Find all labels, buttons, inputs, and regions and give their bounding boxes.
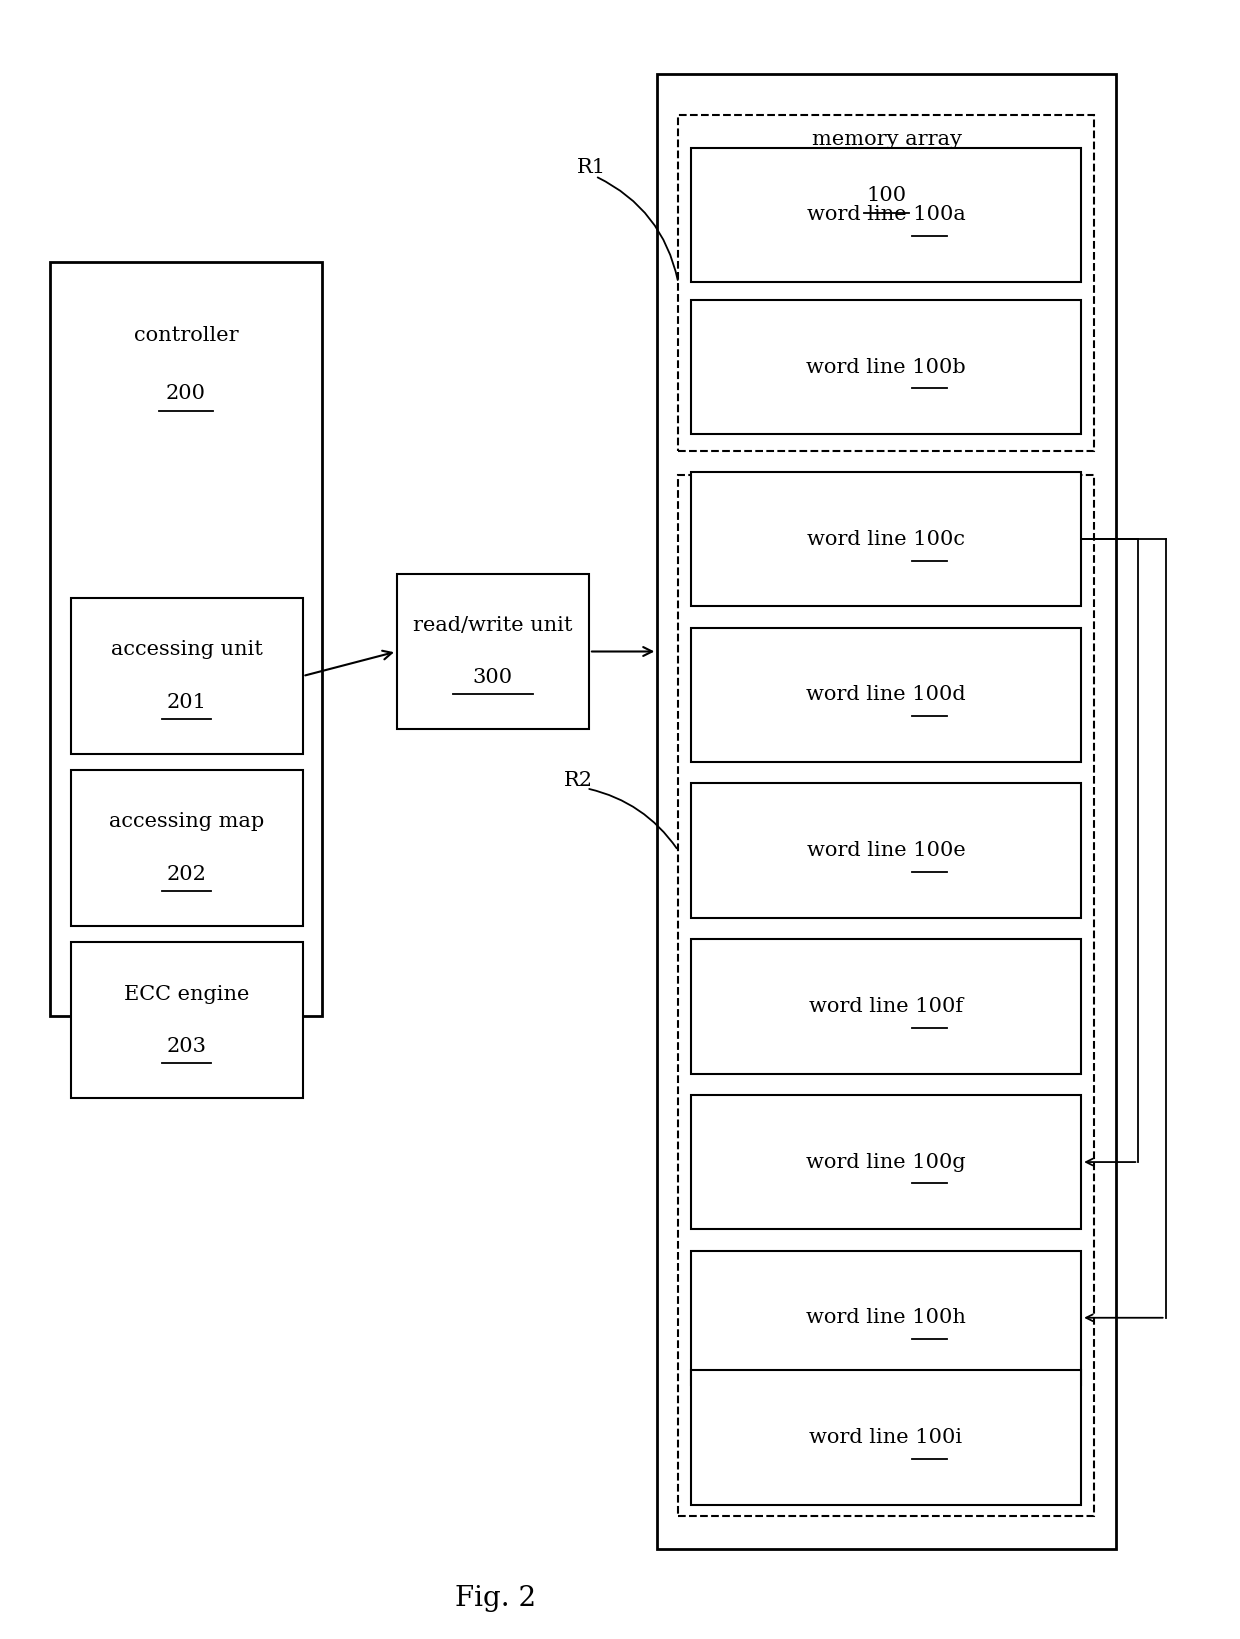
FancyBboxPatch shape — [71, 598, 303, 754]
Text: 100: 100 — [867, 185, 906, 205]
Text: R1: R1 — [577, 159, 605, 177]
Text: accessing map: accessing map — [109, 813, 264, 831]
Text: 202: 202 — [166, 865, 207, 883]
Text: controller: controller — [134, 326, 238, 346]
Text: 300: 300 — [472, 669, 513, 687]
Text: ECC engine: ECC engine — [124, 985, 249, 1003]
FancyBboxPatch shape — [71, 770, 303, 926]
FancyBboxPatch shape — [397, 574, 589, 729]
FancyBboxPatch shape — [691, 939, 1081, 1074]
FancyBboxPatch shape — [691, 1370, 1081, 1505]
FancyBboxPatch shape — [691, 628, 1081, 762]
Text: word line 100d: word line 100d — [806, 685, 966, 705]
FancyBboxPatch shape — [691, 1095, 1081, 1229]
FancyBboxPatch shape — [691, 300, 1081, 434]
Text: memory array: memory array — [812, 129, 961, 149]
Text: word line 100a: word line 100a — [806, 205, 966, 225]
Text: word line 100h: word line 100h — [806, 1308, 966, 1328]
Text: accessing unit: accessing unit — [110, 641, 263, 659]
Text: word line 100f: word line 100f — [808, 997, 963, 1016]
Text: word line 100e: word line 100e — [806, 841, 966, 860]
Text: word line 100i: word line 100i — [810, 1428, 962, 1447]
Text: R2: R2 — [564, 770, 593, 790]
FancyBboxPatch shape — [691, 783, 1081, 918]
FancyBboxPatch shape — [691, 1251, 1081, 1385]
Text: 201: 201 — [166, 693, 207, 711]
FancyBboxPatch shape — [50, 262, 322, 1016]
Text: word line 100g: word line 100g — [806, 1152, 966, 1172]
FancyBboxPatch shape — [657, 74, 1116, 1549]
FancyBboxPatch shape — [691, 148, 1081, 282]
Text: word line 100c: word line 100c — [807, 529, 965, 549]
Text: read/write unit: read/write unit — [413, 616, 573, 634]
Text: word line 100b: word line 100b — [806, 357, 966, 377]
Text: 200: 200 — [166, 384, 206, 403]
FancyBboxPatch shape — [71, 942, 303, 1098]
Text: 203: 203 — [166, 1037, 207, 1056]
FancyBboxPatch shape — [691, 472, 1081, 606]
Text: Fig. 2: Fig. 2 — [455, 1585, 537, 1611]
